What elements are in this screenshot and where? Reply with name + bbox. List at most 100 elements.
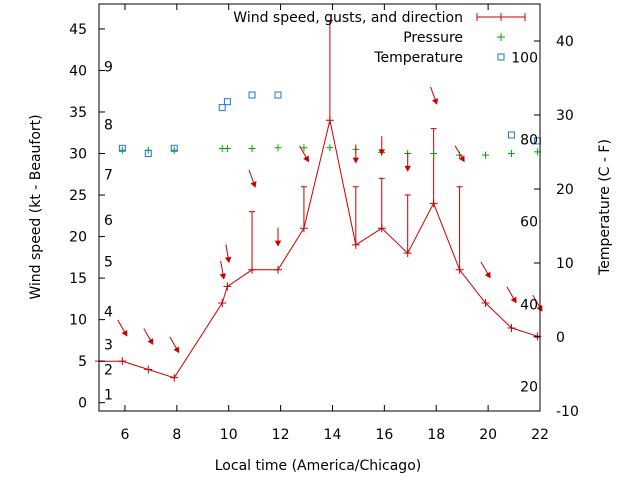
legend-swatch-wind	[476, 13, 526, 21]
direction-head	[173, 346, 180, 354]
pressure-point	[118, 146, 126, 154]
y-tick-label: 15	[69, 271, 87, 287]
gust-bar	[456, 186, 463, 270]
direction-arrow	[480, 261, 491, 279]
pressure-point	[326, 144, 334, 152]
direction-head	[404, 165, 411, 172]
y2-tick-label: 0	[556, 330, 565, 346]
beaufort-label: 9	[104, 59, 113, 75]
direction-arrow	[299, 145, 309, 163]
chart-legend: Wind speed, gusts, and direction Pressur…	[233, 10, 526, 66]
pressure-point	[507, 150, 515, 158]
pressure-point	[274, 144, 282, 152]
direction-head	[352, 157, 360, 164]
gust-bar	[430, 128, 437, 204]
x-tick-label: 14	[324, 427, 342, 443]
x-tick-label: 22	[531, 427, 549, 443]
x-axis-title: Local time (America/Chicago)	[215, 458, 421, 474]
y2-tick-label: 40	[556, 34, 574, 50]
gust-bar	[326, 20, 333, 121]
x-tick-label: 6	[120, 427, 129, 443]
wind-point	[218, 299, 227, 308]
gust-bar	[378, 177, 385, 229]
gust-bar	[352, 186, 359, 245]
beaufort-label: 8	[104, 117, 113, 133]
direction-head	[510, 296, 517, 304]
beaufort-label: 6	[104, 213, 113, 229]
temperature-point	[170, 144, 178, 152]
y2-axis-title: Temperature (C - F)	[597, 139, 613, 276]
direction-head	[458, 155, 465, 163]
chart-series	[95, 20, 543, 382]
y-tick-label: 35	[69, 105, 87, 121]
x-tick-label: 20	[479, 427, 497, 443]
y-tick-label: 20	[69, 230, 87, 246]
fahrenheit-label: 100	[511, 50, 538, 66]
y2-tick-label: 10	[556, 256, 574, 272]
pressure-point	[300, 144, 308, 152]
direction-arrow	[117, 319, 128, 337]
beaufort-label: 5	[104, 254, 113, 270]
direction-head	[303, 155, 309, 163]
legend-label-pressure: Pressure	[403, 30, 463, 46]
x-tick-label: 12	[272, 427, 290, 443]
direction-arrow	[219, 260, 227, 280]
wind-point	[273, 265, 282, 274]
wind-point	[118, 357, 127, 366]
direction-arrow	[224, 244, 232, 264]
pressure-point	[248, 145, 256, 153]
y-tick-label: 25	[69, 188, 87, 204]
direction-arrow	[274, 227, 282, 247]
pressure-point	[430, 150, 438, 158]
temperature-point	[118, 144, 126, 152]
legend-swatch-pressure	[497, 33, 505, 41]
gust-bar	[300, 186, 307, 229]
fahrenheit-label: 20	[520, 380, 538, 396]
beaufort-label: 3	[104, 338, 113, 354]
x-tick-label: 16	[375, 427, 393, 443]
temperature-point	[223, 98, 231, 106]
pressure-point	[170, 146, 178, 154]
wind-point	[223, 282, 232, 291]
wind-point	[144, 365, 153, 374]
fahrenheit-label: 80	[520, 132, 538, 148]
direction-head	[274, 240, 282, 247]
direction-arrow	[378, 136, 385, 156]
direction-head	[432, 98, 439, 105]
y-tick-label: 40	[69, 63, 87, 79]
beaufort-label: 1	[104, 387, 113, 403]
y-tick-label: 5	[78, 354, 87, 370]
direction-head	[121, 329, 128, 337]
gust-bar	[249, 211, 256, 270]
legend-label-temperature: Temperature	[373, 50, 463, 66]
wind-point	[170, 373, 179, 382]
direction-arrow	[143, 328, 154, 345]
y-tick-label: 45	[69, 22, 87, 38]
fahrenheit-label: 40	[520, 297, 538, 313]
gust-bar	[404, 194, 411, 254]
y-tick-label: 0	[78, 396, 87, 412]
direction-arrow	[404, 152, 411, 172]
x-tick-label: 8	[172, 427, 181, 443]
y-tick-label: 10	[69, 313, 87, 329]
y2-tick-label: -10	[556, 404, 579, 420]
temperature-point	[248, 91, 256, 99]
temperature-point	[218, 104, 226, 112]
temperature-point	[274, 91, 282, 99]
direction-arrow	[506, 286, 517, 304]
temperature-point	[507, 131, 515, 139]
direction-head	[147, 338, 154, 345]
legend-label-wind: Wind speed, gusts, and direction	[233, 10, 463, 26]
legend-swatch-temperature	[497, 53, 505, 61]
direction-arrow	[430, 86, 439, 105]
temperature-point	[144, 149, 152, 157]
beaufort-label: 4	[104, 304, 113, 320]
wind-point	[507, 323, 516, 332]
direction-head	[484, 271, 491, 279]
x-tick-label: 10	[220, 427, 238, 443]
fahrenheit-label: 60	[520, 215, 538, 231]
chart-ticks: 6 8 10 12 14 16 18 20 22051015202530354045-10010…	[69, 4, 579, 443]
beaufort-label: 2	[104, 362, 113, 378]
direction-arrow	[169, 336, 180, 354]
